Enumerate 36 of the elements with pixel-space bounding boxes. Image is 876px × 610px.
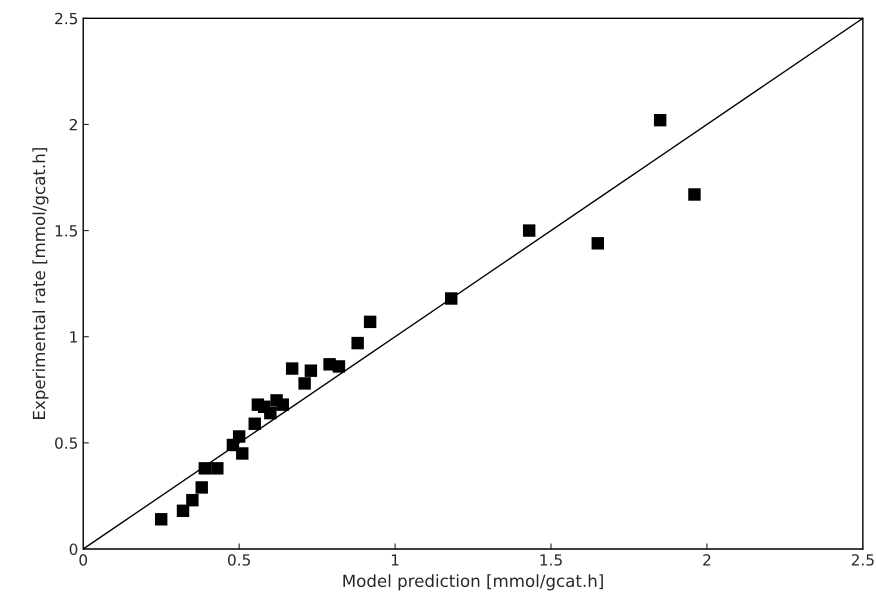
y-tick-label: 0.5 xyxy=(55,437,78,449)
point xyxy=(211,462,224,475)
point xyxy=(688,188,701,201)
point xyxy=(332,360,346,373)
x-tick-label: 0 xyxy=(79,554,88,566)
point xyxy=(264,406,277,420)
y-tick-label: 1 xyxy=(70,331,77,343)
point xyxy=(286,362,298,375)
point xyxy=(198,462,212,475)
point xyxy=(186,494,199,506)
point xyxy=(298,377,311,390)
x-tick-label: 0.5 xyxy=(228,554,250,566)
point xyxy=(236,447,248,460)
point xyxy=(592,237,604,250)
point xyxy=(364,316,376,328)
y-tick-label: 2 xyxy=(70,118,77,130)
point xyxy=(248,418,261,430)
x-axis-title: Model prediction [mmol/gcat.h] xyxy=(343,574,603,590)
point xyxy=(304,364,318,377)
point xyxy=(351,336,364,350)
point xyxy=(196,481,208,494)
point xyxy=(445,292,458,305)
x-tick-label: 1.5 xyxy=(540,554,562,566)
x-tick-label: 1 xyxy=(392,554,399,566)
point xyxy=(654,114,666,126)
point xyxy=(154,513,168,526)
point xyxy=(176,504,190,517)
y-tick-label: 2.5 xyxy=(55,12,78,24)
x-tick-label: 2.5 xyxy=(852,554,874,566)
point xyxy=(232,430,246,443)
y-tick-label: 1.5 xyxy=(56,225,78,237)
point xyxy=(276,398,290,411)
y-axis-title: Experimental rate [mmol/gcat.h] xyxy=(32,148,49,419)
point xyxy=(522,224,536,237)
y-tick-label: 0 xyxy=(70,543,78,556)
x-tick-label: 2 xyxy=(703,554,710,566)
